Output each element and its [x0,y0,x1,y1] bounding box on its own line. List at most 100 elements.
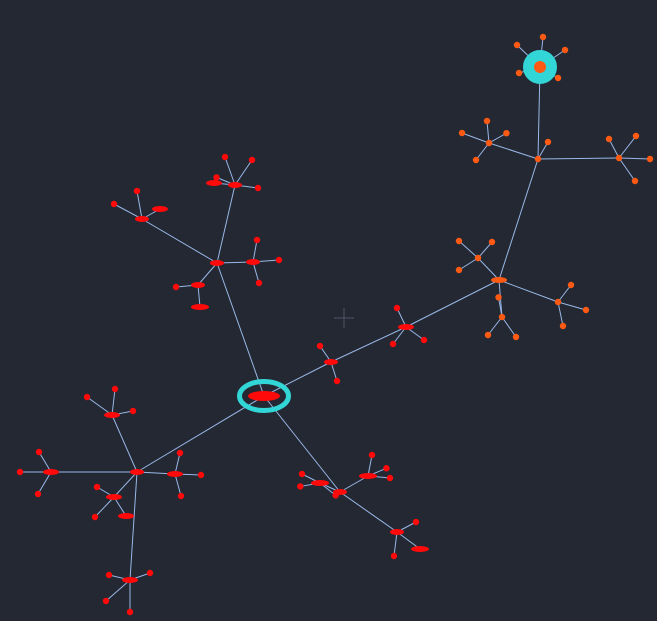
node-o2b[interactable] [615,154,623,162]
node-o3a[interactable] [513,41,521,49]
node-t1e[interactable] [213,174,220,181]
node-o1a1[interactable] [455,237,463,245]
node-b1c[interactable] [297,483,304,490]
node-b3[interactable] [390,529,404,535]
node-t1c[interactable] [248,156,256,164]
node-o2[interactable] [534,155,542,163]
node-mark-b1c [297,483,304,490]
node-t1d[interactable] [254,184,262,192]
node-o1a3[interactable] [455,266,463,274]
node-l2c[interactable] [34,490,42,498]
node-o1c2[interactable] [512,333,520,341]
node-o2b2[interactable] [632,132,640,140]
graph-nodes[interactable] [16,33,654,616]
node-l4[interactable] [106,494,122,500]
node-t3c[interactable] [255,279,263,287]
node-o1b[interactable] [554,298,562,306]
node-o2a2[interactable] [458,129,466,137]
node-o1b3[interactable] [559,322,567,330]
node-o1c[interactable] [498,313,506,321]
node-b1[interactable] [311,480,329,486]
node-o2b1[interactable] [605,135,613,143]
node-b2c[interactable] [383,465,390,472]
node-root[interactable] [237,379,291,413]
node-o3e[interactable] [515,69,523,77]
node-b2a[interactable] [368,451,376,459]
node-t4b[interactable] [191,304,209,310]
node-o1a[interactable] [474,254,482,262]
node-l3a[interactable] [176,449,184,457]
node-t2c[interactable] [110,200,118,208]
node-mark-o1c [498,313,506,321]
node-t3[interactable] [246,259,260,265]
node-o1c3[interactable] [495,294,502,301]
node-t3b[interactable] [275,256,283,264]
node-o2a3[interactable] [472,156,480,164]
node-o3[interactable] [523,50,557,84]
node-r2a[interactable] [393,304,401,312]
node-o2a[interactable] [485,139,493,147]
node-o3c[interactable] [561,46,569,54]
node-t2b[interactable] [133,187,141,195]
node-t1[interactable] [228,182,242,188]
node-l5a[interactable] [105,571,113,579]
node-l2b[interactable] [16,468,24,476]
node-l2[interactable] [43,469,59,475]
node-l4b[interactable] [91,513,99,521]
node-r2c[interactable] [389,340,397,348]
node-o3d[interactable] [554,74,562,82]
node-l5c[interactable] [102,597,110,605]
node-r1b[interactable] [333,377,341,385]
node-l[interactable] [130,469,144,475]
node-l4c[interactable] [118,513,134,519]
node-l3b[interactable] [197,471,205,479]
node-o2b4[interactable] [631,177,639,185]
node-t[interactable] [210,260,224,266]
node-l3[interactable] [167,471,183,477]
node-o1c1[interactable] [484,331,492,339]
node-b3b[interactable] [411,546,429,552]
node-l5[interactable] [122,577,138,583]
node-l1b[interactable] [111,385,119,393]
node-b1b[interactable] [332,492,339,499]
edge-o2a-o2a3 [475,142,490,161]
node-t4[interactable] [191,282,205,288]
node-b2[interactable] [359,473,377,479]
edge-o2a-o2a1 [486,120,490,144]
node-l1c[interactable] [129,407,137,415]
node-l4a[interactable] [93,483,101,491]
node-o1b1[interactable] [567,281,575,289]
node-t4a[interactable] [172,283,180,291]
node-mark-o1a2 [488,238,496,246]
node-o2a4[interactable] [503,129,510,137]
node-o3b[interactable] [539,33,547,41]
node-b2b[interactable] [386,474,394,482]
node-t2[interactable] [135,216,149,222]
node-b3c[interactable] [390,552,398,560]
edge-o1b-o1b2 [557,301,587,311]
node-t1a[interactable] [206,180,222,186]
node-r2b[interactable] [420,336,428,344]
node-l5b[interactable] [146,569,154,577]
node-o1b2[interactable] [582,306,590,314]
node-b1a[interactable] [298,470,306,478]
node-o2a1[interactable] [483,117,491,125]
node-t1b[interactable] [221,153,229,161]
node-l3c[interactable] [177,492,185,500]
node-b3a[interactable] [412,518,420,526]
node-t2a[interactable] [152,206,168,212]
node-o2b3[interactable] [646,155,654,163]
node-l2a[interactable] [35,448,43,456]
node-l5d[interactable] [126,608,134,616]
node-l1[interactable] [104,412,120,418]
node-l1a[interactable] [83,393,91,401]
node-r1[interactable] [324,359,338,365]
edge-o2a-o2a2 [461,132,490,144]
node-r2[interactable] [398,324,414,330]
node-r1a[interactable] [316,342,324,350]
node-t3a[interactable] [253,236,261,244]
node-o2c[interactable] [544,138,552,146]
node-o1a2[interactable] [488,238,496,246]
node-o1[interactable] [491,277,507,283]
